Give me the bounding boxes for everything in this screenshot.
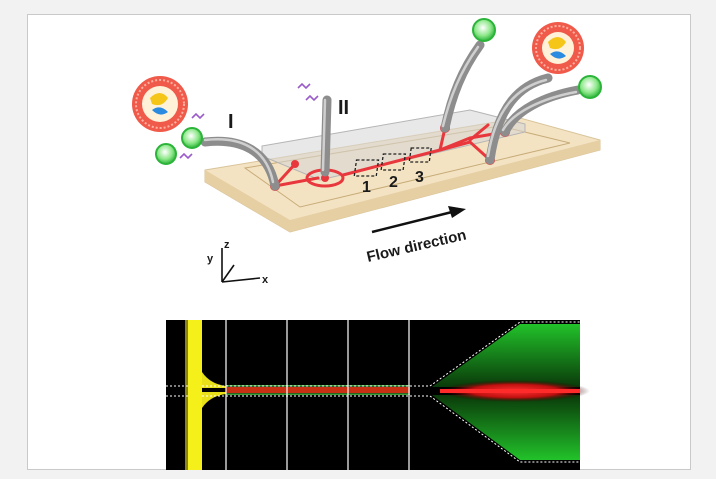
axis-y-label: y: [207, 253, 214, 265]
window-2-label: 2: [389, 174, 398, 191]
axis-triad: [221, 248, 261, 283]
chip-schematic: [200, 40, 601, 233]
inlet-1-label: I: [228, 111, 234, 133]
window-1-label: 1: [362, 179, 371, 196]
axis-x-label: x: [262, 274, 269, 286]
inlet-2-label: II: [338, 97, 349, 119]
squiggle-molecule-icon: [179, 82, 319, 160]
green-fan-bottom: [432, 395, 580, 460]
fluorescence-micrograph: [166, 320, 590, 470]
observation-windows: [353, 147, 432, 177]
green-particle-icon-right: [472, 18, 602, 99]
axis-z-label: z: [224, 239, 230, 251]
green-fan-top: [432, 324, 580, 387]
flow-direction-label: Flow direction: [365, 226, 468, 265]
flow-direction-arrow: [371, 206, 466, 234]
vesicle-icon-right: [532, 22, 584, 74]
red-stream: [226, 387, 410, 393]
yellow-stream: [188, 320, 202, 470]
window-3-label: 3: [415, 169, 424, 186]
green-particle-icon: [155, 127, 203, 165]
vesicle-icon: [132, 76, 188, 132]
